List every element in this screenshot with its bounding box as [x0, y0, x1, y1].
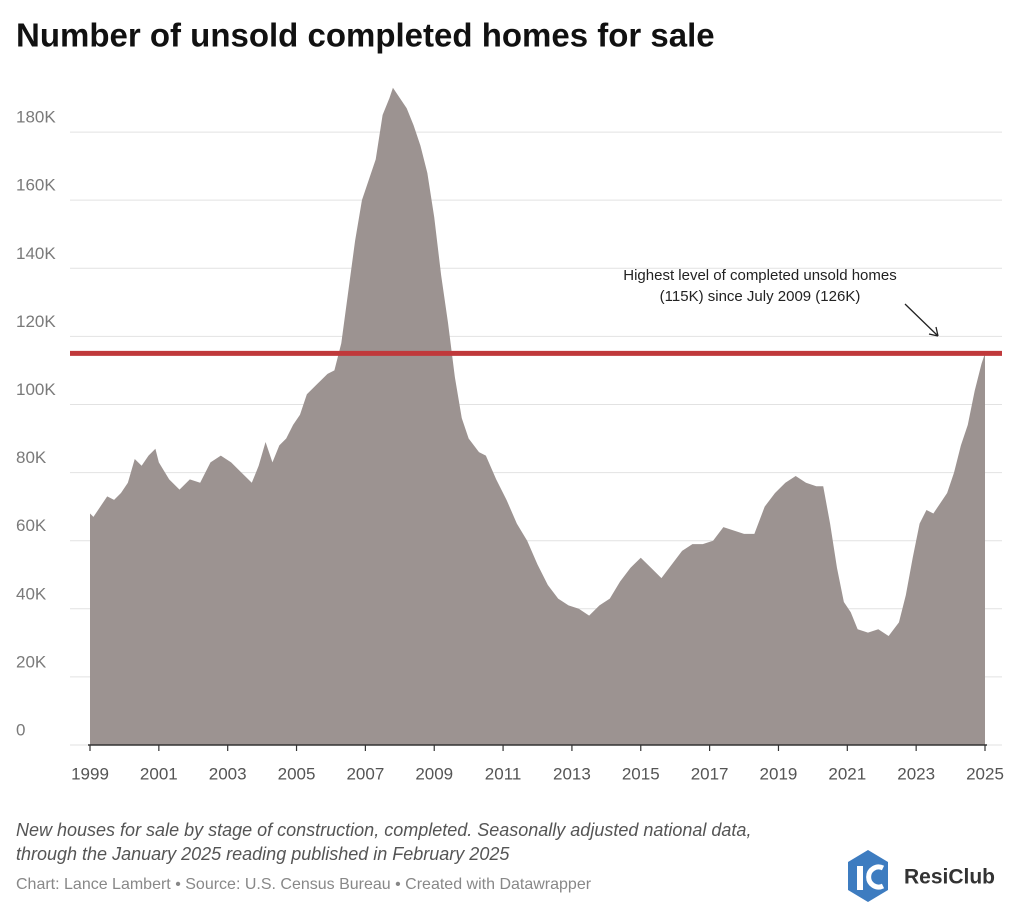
note: New houses for sale by stage of construc… — [16, 820, 751, 840]
logo-mark — [848, 850, 888, 902]
note: through the January 2025 reading publish… — [16, 844, 510, 864]
y-tick-label: 120K — [16, 312, 56, 331]
x-tick-label: 2023 — [897, 764, 935, 783]
y-tick-label: 100K — [16, 380, 56, 399]
y-tick-label: 160K — [16, 176, 56, 195]
y-tick-label: 60K — [16, 516, 47, 535]
x-tick-label: 1999 — [71, 764, 109, 783]
x-tick-label: 2025 — [966, 764, 1004, 783]
x-tick-label: 2007 — [346, 764, 384, 783]
x-tick-label: 2017 — [691, 764, 729, 783]
x-tick-label: 2013 — [553, 764, 591, 783]
x-tick-label: 2001 — [140, 764, 178, 783]
x-tick-label: 2021 — [828, 764, 866, 783]
x-tick-label: 2005 — [278, 764, 316, 783]
y-tick-label: 180K — [16, 108, 56, 127]
logo-text: ResiClub — [904, 866, 995, 889]
y-tick-label: 0 — [16, 720, 25, 739]
area — [90, 87, 985, 746]
annotation: Highest level of completed unsold homes — [623, 267, 897, 284]
x-tick-label: 2009 — [415, 764, 453, 783]
y-tick-label: 80K — [16, 448, 47, 467]
annotation: (115K) since July 2009 (126K) — [660, 288, 861, 305]
annotation-arrow — [904, 303, 939, 337]
y-tick-label: 40K — [16, 584, 47, 603]
x-tick-label: 2019 — [760, 764, 798, 783]
y-tick-label: 140K — [16, 244, 56, 263]
credit: Chart: Lance Lambert • Source: U.S. Cens… — [16, 876, 592, 893]
x-tick-label: 2015 — [622, 764, 660, 783]
x-tick-label: 2011 — [485, 764, 522, 783]
chart-title: Number of unsold completed homes for sal… — [16, 17, 715, 54]
y-tick-label: 20K — [16, 652, 47, 671]
x-tick-label: 2003 — [209, 764, 247, 783]
